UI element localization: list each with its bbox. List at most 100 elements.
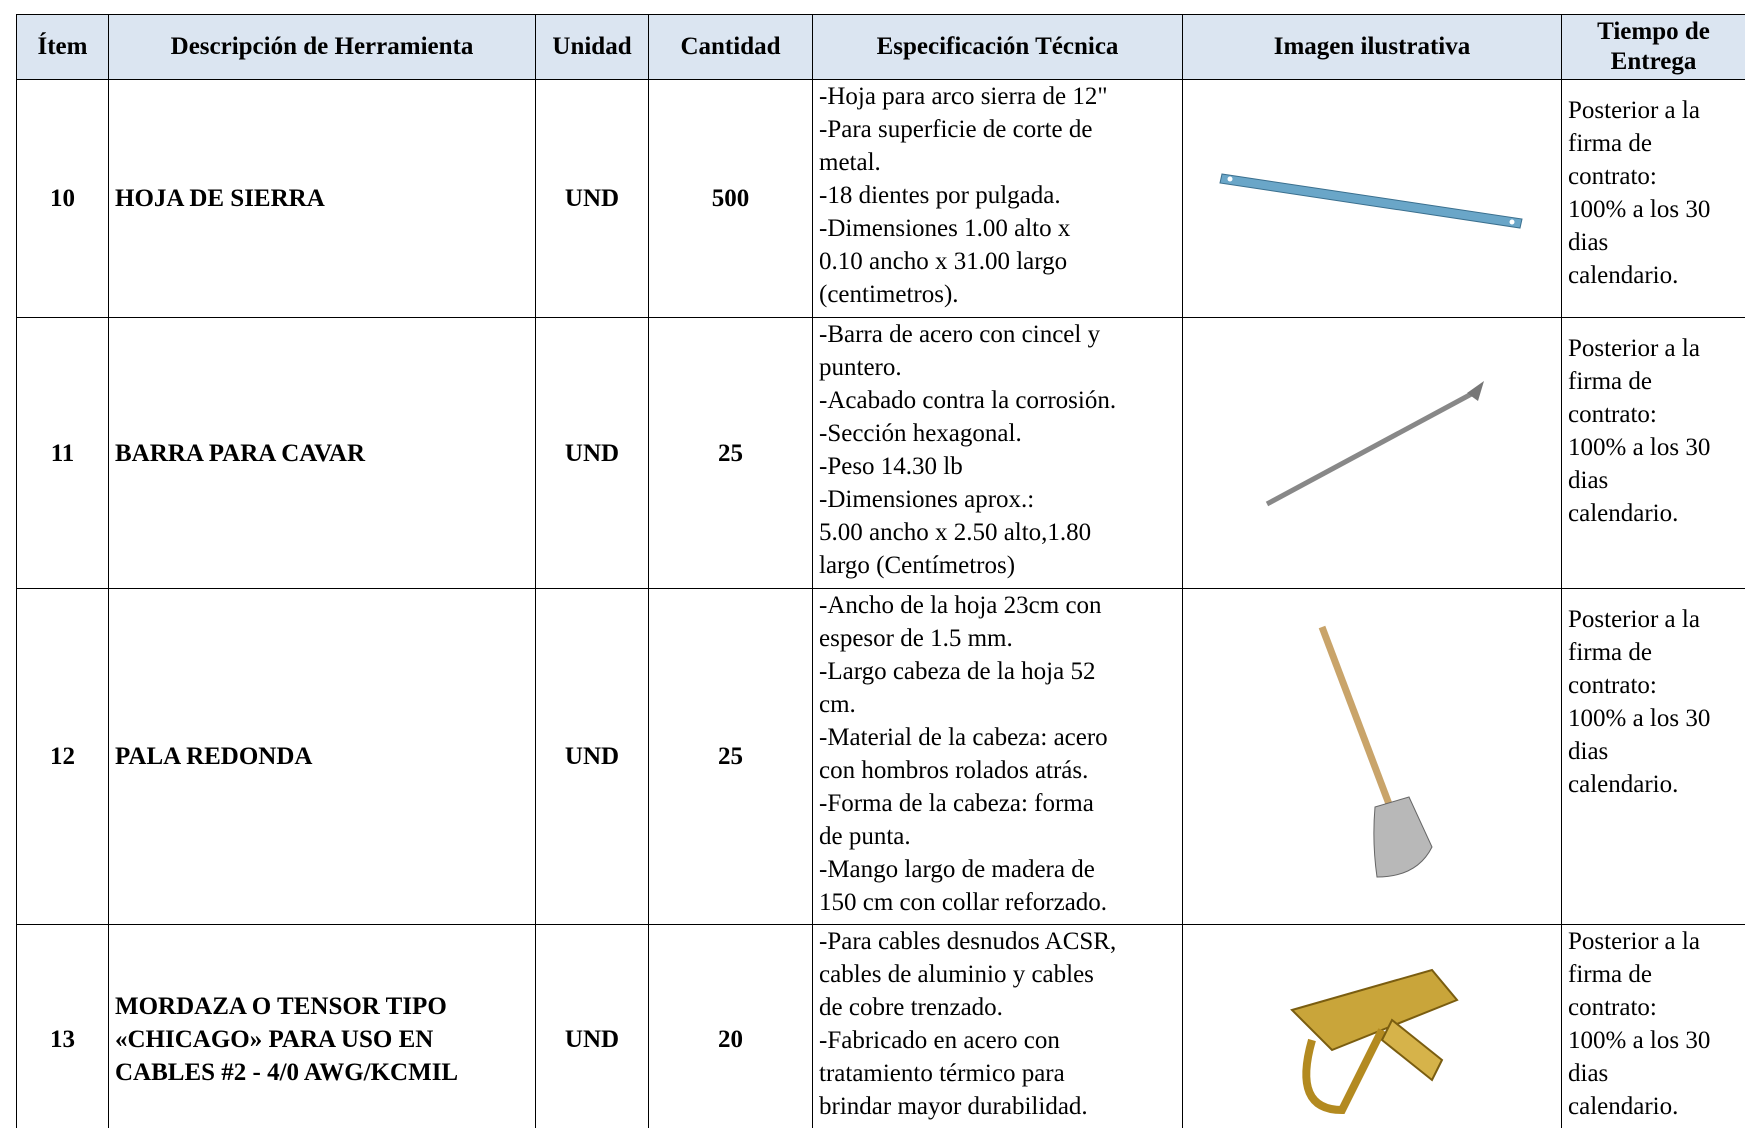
unit-cell: UND	[535, 79, 649, 318]
item-cell: 10	[16, 79, 109, 318]
quantity-cell: 20	[648, 924, 813, 1128]
unit-cell: UND	[535, 924, 649, 1128]
delivery-line: Posterior a la	[1568, 928, 1700, 955]
header-cell: Imagen ilustrativa	[1182, 14, 1562, 80]
spec-line: (centimetros).	[819, 281, 959, 308]
spec-line: -Largo cabeza de la hoja 52	[819, 658, 1096, 685]
quantity-cell: 25	[648, 317, 813, 589]
spec-line: 150 cm con collar reforzado.	[819, 889, 1108, 916]
spec-line: brindar mayor durabilidad.	[819, 1093, 1088, 1120]
spec-line: -Acabado contra la corrosión.	[819, 387, 1117, 414]
delivery-line: dias	[1568, 738, 1609, 765]
quantity-cell: 500	[648, 79, 813, 318]
quantity-cell: 25	[648, 588, 813, 925]
delivery-cell: Posterior a la firma de contrato: 100% a lo…	[1561, 79, 1745, 318]
spec-line: -Fabricado en acero con	[819, 1027, 1060, 1054]
delivery-line: firma de	[1568, 130, 1652, 157]
spec-cell: -Ancho de la hoja 23cm con espesor de 1.5…	[812, 588, 1183, 925]
spec-cell: -Hoja para arco sierra de 12" -Para super…	[812, 79, 1183, 318]
spec-cell: -Para cables desnudos ACSR, cables de alu…	[812, 924, 1183, 1128]
delivery-line: 100% a los 30	[1568, 1027, 1711, 1054]
delivery-line: 100% a los 30	[1568, 705, 1711, 732]
table-row: 10 HOJA DE SIERRA UND 500 -Hoja para arco si…	[16, 79, 1745, 318]
spec-line: -Ancho de la hoja 23cm con	[819, 592, 1102, 619]
header-cell: Cantidad	[648, 14, 813, 80]
spec-line: de punta.	[819, 823, 911, 850]
spec-line: -Forma de la cabeza: forma	[819, 790, 1094, 817]
header-cell: Ítem	[16, 14, 109, 80]
header-cell: Unidad	[535, 14, 649, 80]
header-cell: Descripción de Herramienta	[108, 14, 536, 80]
delivery-line: Posterior a la	[1568, 606, 1700, 633]
spec-line: cm.	[819, 691, 856, 718]
delivery-line: contrato:	[1568, 994, 1657, 1021]
header-cell: Tiempo de Entrega	[1561, 14, 1745, 80]
spec-line: -Dimensiones 1.00 alto x	[819, 215, 1071, 242]
table-row: 13 MORDAZA O TENSOR TIPO «CHICAGO» PARA U…	[16, 924, 1745, 1128]
spec-line: -Dimensiones aprox.:	[819, 486, 1035, 513]
table-row: 11 BARRA PARA CAVAR UND 25 -Barra de acero c…	[16, 317, 1745, 589]
spec-line: -Peso 14.30 lb	[819, 453, 963, 480]
saw-blade-image	[1219, 173, 1523, 229]
delivery-line: firma de	[1568, 961, 1652, 988]
delivery-line: firma de	[1568, 368, 1652, 395]
digging-bar-image	[1265, 380, 1484, 506]
delivery-line: contrato:	[1568, 163, 1657, 190]
item-cell: 12	[16, 588, 109, 925]
image-cell	[1182, 79, 1562, 318]
delivery-cell: Posterior a la firma de contrato: 100% a lo…	[1561, 588, 1745, 925]
spec-line: -Para superficie de corte de	[819, 116, 1093, 143]
spec-line: -Mango largo de madera de	[819, 856, 1095, 883]
image-cell	[1182, 588, 1562, 925]
description-cell: MORDAZA O TENSOR TIPO «CHICAGO» PARA USO…	[108, 924, 536, 1128]
table-row: 12 PALA REDONDA UND 25 -Ancho de la hoja 23c…	[16, 588, 1745, 925]
spec-line: -Hoja para arco sierra de 12"	[819, 83, 1108, 110]
spec-line: cables de aluminio y cables	[819, 961, 1094, 988]
spec-line: largo (Centímetros)	[819, 552, 1016, 579]
spec-line: puntero.	[819, 354, 902, 381]
delivery-line: calendario.	[1568, 262, 1679, 289]
delivery-line: dias	[1568, 229, 1609, 256]
delivery-line: Posterior a la	[1568, 97, 1700, 124]
unit-cell: UND	[535, 588, 649, 925]
spec-line: 5.00 ancho x 2.50 alto,1.80	[819, 519, 1092, 546]
delivery-line: 100% a los 30	[1568, 434, 1711, 461]
description-cell: BARRA PARA CAVAR	[108, 317, 536, 589]
delivery-line: contrato:	[1568, 401, 1657, 428]
delivery-line: calendario.	[1568, 771, 1679, 798]
shovel-image	[1318, 625, 1433, 878]
spec-line: -Sección hexagonal.	[819, 420, 1022, 447]
spec-line: espesor de 1.5 mm.	[819, 625, 1013, 652]
delivery-line: contrato:	[1568, 672, 1657, 699]
delivery-line: Posterior a la	[1568, 335, 1700, 362]
spec-line: -Para cables desnudos ACSR,	[819, 928, 1117, 955]
delivery-line: dias	[1568, 1060, 1609, 1087]
image-cell	[1182, 924, 1562, 1128]
header-row: Ítem Descripción de Herramienta Unidad Cant…	[16, 14, 1745, 80]
delivery-line: dias	[1568, 467, 1609, 494]
spec-line: 0.10 ancho x 31.00 largo	[819, 248, 1068, 275]
image-cell	[1182, 317, 1562, 589]
spec-line: -Material de la cabeza: acero	[819, 724, 1108, 751]
spec-line: con hombros rolados atrás.	[819, 757, 1089, 784]
spec-line: -18 dientes por pulgada.	[819, 182, 1061, 209]
item-cell: 13	[16, 924, 109, 1128]
grip-clamp-image	[1290, 968, 1459, 1115]
delivery-line: calendario.	[1568, 1093, 1679, 1120]
tool-table: Ítem Descripción de Herramienta Unidad Cant…	[16, 14, 1745, 1128]
unit-cell: UND	[535, 317, 649, 589]
spec-cell: -Barra de acero con cincel y puntero. -Aca…	[812, 317, 1183, 589]
delivery-line: firma de	[1568, 639, 1652, 666]
header-cell: Especificación Técnica	[812, 14, 1183, 80]
delivery-line: calendario.	[1568, 500, 1679, 527]
description-cell: HOJA DE SIERRA	[108, 79, 536, 318]
item-cell: 11	[16, 317, 109, 589]
delivery-cell: Posterior a la firma de contrato: 100% a lo…	[1561, 924, 1745, 1128]
delivery-cell: Posterior a la firma de contrato: 100% a lo…	[1561, 317, 1745, 589]
spec-line: tratamiento térmico para	[819, 1060, 1065, 1087]
description-cell: PALA REDONDA	[108, 588, 536, 925]
spec-line: de cobre trenzado.	[819, 994, 1003, 1021]
spec-line: -Barra de acero con cincel y	[819, 321, 1101, 348]
delivery-line: 100% a los 30	[1568, 196, 1711, 223]
